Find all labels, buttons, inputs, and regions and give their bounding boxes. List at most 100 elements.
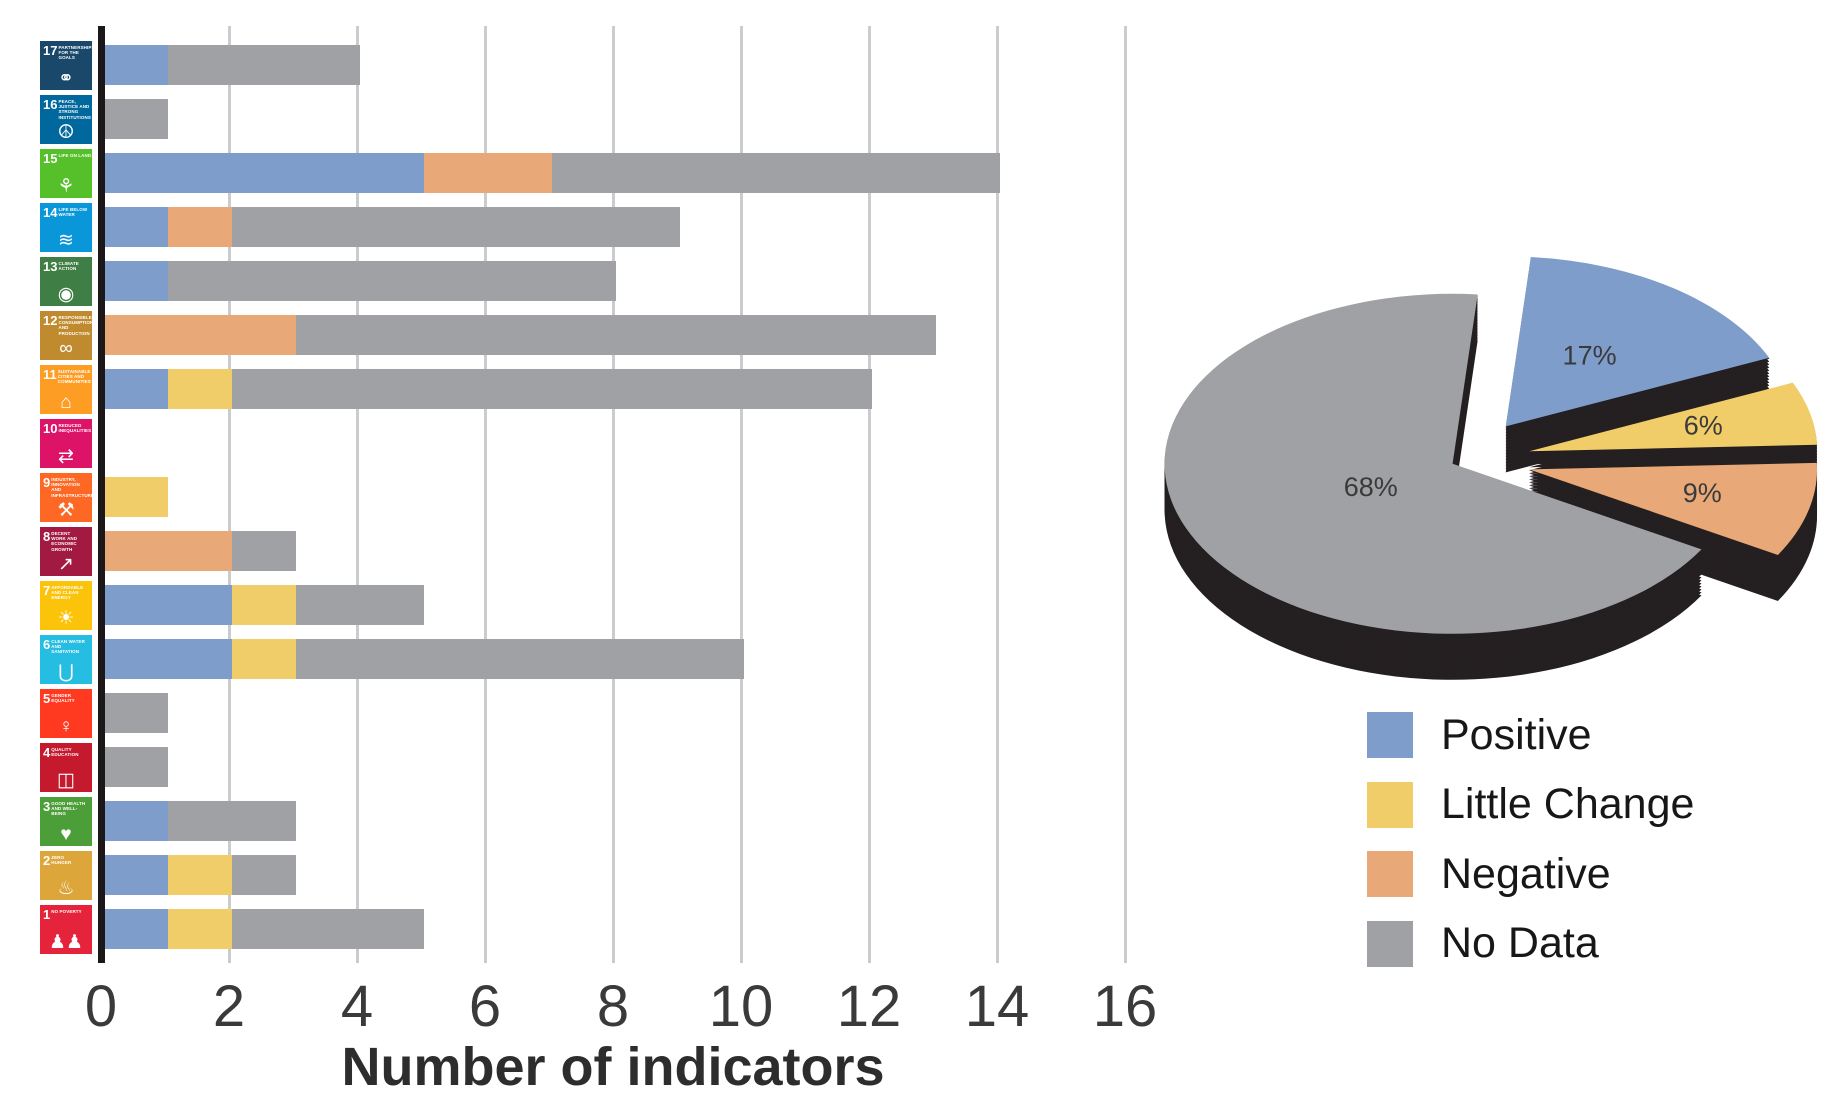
sdg-tile-2: 2 ZERO HUNGER ♨ <box>40 851 92 900</box>
bar-segment-positive <box>104 585 232 625</box>
sdg-tile-header: 14 LIFE BELOW WATER <box>40 203 92 219</box>
heartbeat-icon: ♥ <box>60 824 72 845</box>
sdg-tile-header: 11 SUSTAINABLE CITIES AND COMMUNITIES <box>40 365 92 385</box>
legend-item-little_change: Little Change <box>1367 780 1695 828</box>
sdg-tile-header: 7 AFFORDABLE AND CLEAN ENERGY <box>40 581 92 601</box>
bar-segment-no_data <box>232 909 424 949</box>
sdg-tile-header: 5 GENDER EQUALITY <box>40 689 92 705</box>
sdg-number: 4 <box>43 745 51 760</box>
sdg-tile-1: 1 NO POVERTY ♟♟ <box>40 905 92 954</box>
legend-item-negative: Negative <box>1367 851 1611 897</box>
infinity-icon: ∞ <box>59 338 73 359</box>
x-tick-4: 4 <box>340 974 374 1039</box>
sdg-number: 6 <box>43 637 51 652</box>
sdg-tile-header: 9 INDUSTRY, INNOVATION AND INFRASTRUCTURE <box>40 473 92 498</box>
pie-label-1: 6% <box>1684 411 1723 441</box>
sdg-number: 5 <box>43 691 51 706</box>
legend-label-positive: Positive <box>1441 710 1592 759</box>
x-axis-title: Number of indicators <box>341 1037 885 1097</box>
sdg-tile-header: 16 PEACE, JUSTICE AND STRONG INSTITUTIONS <box>40 95 92 120</box>
gridline-16 <box>1123 26 1127 963</box>
bar-segment-no_data <box>104 747 168 787</box>
bar-segment-no_data <box>296 639 744 679</box>
sdg-title: DECENT WORK AND ECONOMIC GROWTH <box>51 531 78 552</box>
sdg-title: INDUSTRY, INNOVATION AND INFRASTRUCTURE <box>51 477 92 498</box>
bar-segment-no_data <box>552 153 1000 193</box>
sdg-number: 10 <box>43 421 58 436</box>
sdg-tile-header: 10 REDUCED INEQUALITIES <box>40 419 92 435</box>
sdg-title: RESPONSIBLE CONSUMPTION AND PRODUCTION <box>58 315 92 336</box>
sdg-number: 7 <box>43 583 51 598</box>
cubes-icon: ⚒ <box>57 500 75 521</box>
dove-icon: ☮ <box>57 122 75 143</box>
x-tick-10: 10 <box>708 974 774 1039</box>
sdg-number: 16 <box>43 97 58 112</box>
sdg-tile-header: 8 DECENT WORK AND ECONOMIC GROWTH <box>40 527 92 552</box>
bar-segment-no_data <box>232 207 680 247</box>
fish-waves-icon: ≋ <box>58 230 74 251</box>
gridline-6 <box>483 26 487 963</box>
growth-chart-icon: ↗ <box>58 554 74 575</box>
bar-segment-no_data <box>168 261 616 301</box>
bar-segment-positive <box>104 369 168 409</box>
x-tick-0: 0 <box>84 974 118 1039</box>
bar-segment-little_change <box>168 855 232 895</box>
sdg-title: PEACE, JUSTICE AND STRONG INSTITUTIONS <box>58 99 91 120</box>
legend-swatch-negative <box>1367 851 1413 897</box>
equality-arrows-icon: ⇄ <box>58 446 74 467</box>
sdg-tile-7: 7 AFFORDABLE AND CLEAN ENERGY ☀ <box>40 581 92 630</box>
family-icon: ♟♟ <box>48 932 84 953</box>
sdg-title: CLIMATE ACTION <box>58 261 79 272</box>
sdg-tile-header: 15 LIFE ON LAND <box>40 149 92 165</box>
bar-segment-negative <box>104 531 232 571</box>
legend-item-positive: Positive <box>1367 712 1592 758</box>
sdg-tile-4: 4 QUALITY EDUCATION ◫ <box>40 743 92 792</box>
sdg-tile-header: 3 GOOD HEALTH AND WELL-BEING <box>40 797 92 817</box>
sdg-number: 9 <box>43 475 51 490</box>
bar-segment-no_data <box>296 585 424 625</box>
bar-segment-positive <box>104 801 168 841</box>
bar-segment-no_data <box>232 531 296 571</box>
gender-icon: ♀ <box>58 716 74 737</box>
x-tick-14: 14 <box>964 974 1030 1039</box>
sdg-tile-header: 12 RESPONSIBLE CONSUMPTION AND PRODUCTION <box>40 311 92 336</box>
sdg-title: GOOD HEALTH AND WELL-BEING <box>51 801 86 817</box>
sdg-tile-14: 14 LIFE BELOW WATER ≋ <box>40 203 92 252</box>
sdg-tile-8: 8 DECENT WORK AND ECONOMIC GROWTH ↗ <box>40 527 92 576</box>
sdg-tile-header: 6 CLEAN WATER AND SANITATION <box>40 635 92 655</box>
sdg-number: 1 <box>43 907 51 922</box>
sdg-title: PARTNERSHIPS FOR THE GOALS <box>58 45 92 61</box>
bar-segment-no_data <box>104 99 168 139</box>
pie-slice-little-change <box>1529 382 1818 452</box>
sdg-number: 3 <box>43 799 51 814</box>
legend-label-little_change: Little Change <box>1441 780 1695 828</box>
sdg-tile-11: 11 SUSTAINABLE CITIES AND COMMUNITIES ⌂ <box>40 365 92 414</box>
sdg-number: 8 <box>43 529 51 544</box>
legend-item-no_data: No Data <box>1367 920 1599 967</box>
bar-segment-positive <box>104 639 232 679</box>
bar-segment-little_change <box>232 585 296 625</box>
x-tick-2: 2 <box>212 974 246 1039</box>
pie-slice-no-data <box>1164 293 1702 634</box>
eye-globe-icon: ◉ <box>57 284 75 305</box>
gridline-2 <box>227 26 231 963</box>
sdg-title: CLEAN WATER AND SANITATION <box>51 639 85 655</box>
sdg-title: ZERO HUNGER <box>51 855 72 866</box>
sun-icon: ☀ <box>57 608 75 629</box>
y-axis-line <box>97 26 105 963</box>
x-tick-16: 16 <box>1092 974 1158 1039</box>
sdg-tile-16: 16 PEACE, JUSTICE AND STRONG INSTITUTIONS… <box>40 95 92 144</box>
bar-segment-negative <box>424 153 552 193</box>
bar-segment-positive <box>104 909 168 949</box>
sdg-tile-header: 13 CLIMATE ACTION <box>40 257 92 273</box>
status-pie-chart: 17% 6% 9% 68% <box>1164 257 1818 680</box>
book-icon: ◫ <box>57 770 75 791</box>
sdg-tile-header: 4 QUALITY EDUCATION <box>40 743 92 759</box>
sdg-title: LIFE BELOW WATER <box>58 207 88 218</box>
legend-label-negative: Negative <box>1441 849 1611 898</box>
sdg-title: NO POVERTY <box>51 909 82 914</box>
x-tick-8: 8 <box>596 974 630 1039</box>
x-tick-6: 6 <box>468 974 502 1039</box>
bar-segment-little_change <box>104 477 168 517</box>
